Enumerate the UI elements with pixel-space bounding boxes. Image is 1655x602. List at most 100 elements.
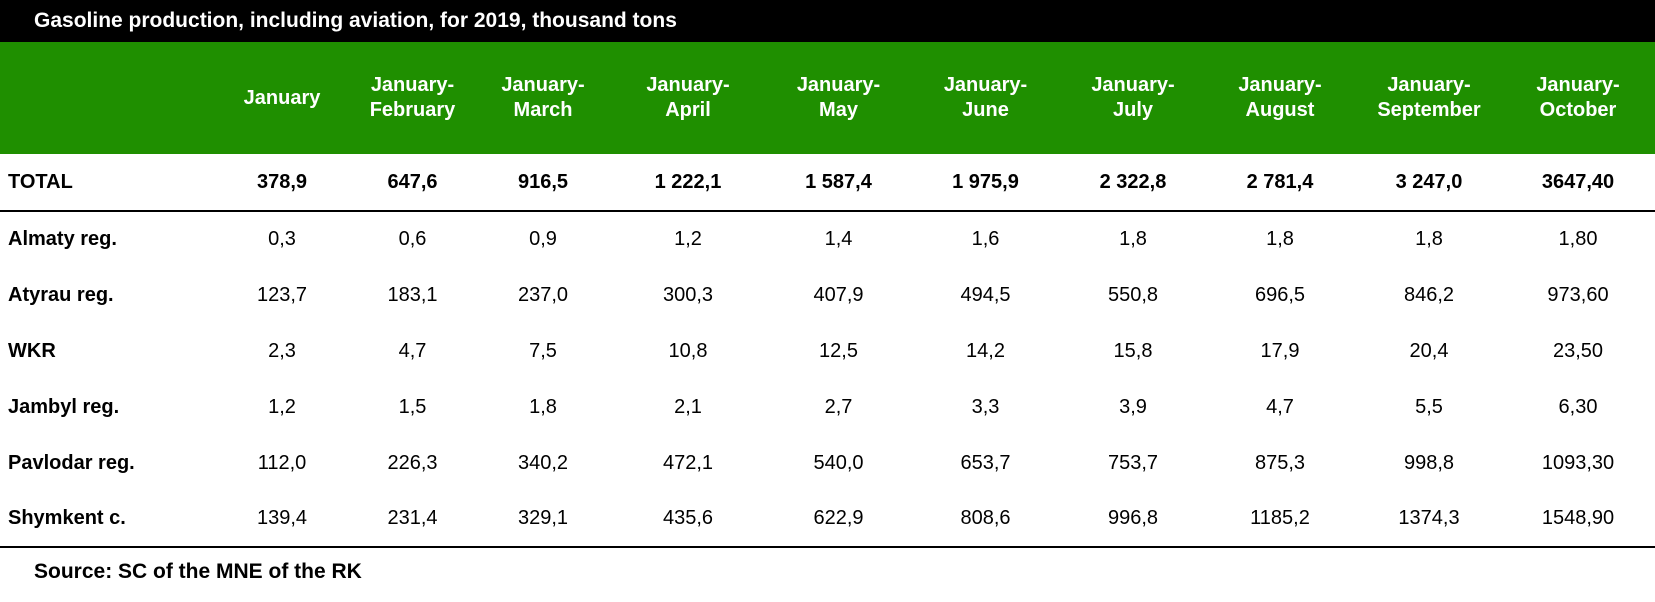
table-cell: 916,5 — [517, 170, 569, 193]
column-header-jan-aug: January- August — [1238, 74, 1322, 121]
table-header-row: January January- February January- March… — [0, 42, 1655, 154]
table-cell: 0,6 — [398, 228, 427, 250]
table-cell: 622,9 — [813, 507, 864, 529]
table-cell: 340,2 — [517, 451, 569, 474]
row-label: Almaty reg. — [8, 228, 117, 250]
table-cell: 3,3 — [971, 395, 1000, 418]
table-cell: 846,2 — [1403, 283, 1455, 306]
table-cell: 1 587,4 — [805, 170, 872, 193]
table-cell: 647,6 — [387, 170, 438, 193]
row-label: TOTAL — [8, 170, 73, 193]
table-cell: 1185,2 — [1250, 507, 1310, 529]
table-cell: 231,4 — [387, 507, 438, 529]
table-cell: 1093,30 — [1541, 451, 1615, 474]
table-cell: 15,8 — [1113, 339, 1153, 362]
table-cell: 1,8 — [529, 395, 557, 418]
table-title: Gasoline production, including aviation,… — [0, 0, 1655, 42]
table-cell: 973,60 — [1547, 283, 1609, 306]
source-note: Source: SC of the MNE of the RK — [34, 560, 362, 583]
table-cell: 540,0 — [813, 451, 864, 474]
table-cell: 1374,3 — [1398, 507, 1460, 529]
table-cell: 407,9 — [813, 283, 864, 306]
table-cell: 20,4 — [1409, 339, 1449, 362]
table-cell: 23,50 — [1552, 339, 1604, 362]
column-header-jan-oct: January- October — [1536, 74, 1620, 121]
table-cell: 472,1 — [662, 451, 714, 474]
table-cell: 550,8 — [1107, 283, 1159, 306]
table-cell: 4,7 — [398, 339, 427, 362]
table-cell: 2,1 — [674, 395, 702, 418]
table-cell: 1 222,1 — [654, 170, 722, 193]
table-row: WKR 2,3 4,7 7,5 10,8 12,5 14,2 15,8 17,9… — [0, 323, 1655, 379]
table-cell: 1,8 — [1119, 228, 1147, 250]
table-cell: 1,8 — [1266, 228, 1294, 250]
table-cell: 5,5 — [1415, 395, 1443, 418]
column-header-january: January — [243, 86, 321, 109]
table-cell: 300,3 — [662, 283, 714, 306]
table-cell: 875,3 — [1254, 451, 1306, 474]
table-cell: 808,6 — [960, 507, 1011, 529]
row-label: Jambyl reg. — [8, 395, 120, 418]
table-cell: 2,3 — [268, 339, 296, 362]
row-label: Atyrau reg. — [8, 283, 114, 306]
table-cell: 329,1 — [517, 507, 569, 529]
column-header-jan-jul: January- July — [1091, 74, 1175, 121]
table-row: Pavlodar reg. 112,0 226,3 340,2 472,1 54… — [0, 435, 1655, 491]
table-cell: 0,9 — [529, 228, 557, 250]
row-label: Shymkent c. — [8, 507, 126, 529]
row-label: Pavlodar reg. — [8, 451, 135, 474]
table-cell: 1 975,9 — [952, 170, 1019, 193]
table-cell: 494,5 — [960, 283, 1011, 306]
table-cell: 653,7 — [960, 451, 1011, 474]
table-cell: 998,8 — [1403, 451, 1455, 474]
table-row-total: TOTAL 378,9 647,6 916,5 1 222,1 1 587,4 … — [0, 154, 1655, 211]
column-header-jan-apr: January- April — [646, 74, 730, 121]
table-cell: 2,7 — [824, 395, 853, 418]
table-cell: 753,7 — [1107, 451, 1159, 474]
column-header-region — [0, 42, 218, 154]
production-table: January January- February January- March… — [0, 42, 1655, 548]
table-cell: 1,2 — [268, 395, 296, 418]
row-label: WKR — [8, 339, 56, 362]
table-row: Shymkent c. 139,4 231,4 329,1 435,6 622,… — [0, 491, 1655, 547]
table-cell: 183,1 — [387, 283, 438, 306]
table-cell: 4,7 — [1266, 395, 1294, 418]
table-cell: 3 247,0 — [1395, 170, 1463, 193]
table-cell: 17,9 — [1260, 339, 1300, 362]
column-header-jan-feb: January- February — [369, 74, 456, 121]
table-cell: 0,3 — [268, 228, 296, 250]
table-cell: 1,2 — [674, 228, 702, 250]
table-cell: 2 322,8 — [1099, 170, 1167, 193]
table-cell: 378,9 — [256, 170, 308, 193]
table-cell: 1,4 — [824, 228, 853, 250]
table-cell: 996,8 — [1107, 507, 1159, 529]
table-cell: 3647,40 — [1541, 170, 1615, 193]
table-cell: 123,7 — [256, 283, 308, 306]
table-cell: 1,8 — [1415, 228, 1443, 250]
table-cell: 226,3 — [387, 451, 438, 474]
production-table-container: January January- February January- March… — [0, 42, 1655, 548]
column-header-jan-sep: January- September — [1377, 74, 1481, 121]
column-header-jan-may: January- May — [796, 74, 881, 121]
table-cell: 14,2 — [966, 339, 1005, 362]
table-cell: 6,30 — [1558, 395, 1598, 418]
table-row: Jambyl reg. 1,2 1,5 1,8 2,1 2,7 3,3 3,9 … — [0, 379, 1655, 435]
table-cell: 1,80 — [1558, 228, 1598, 250]
column-header-jan-jun: January- June — [943, 74, 1028, 121]
table-cell: 1,5 — [398, 395, 427, 418]
table-cell: 1,6 — [971, 228, 1000, 250]
table-row: Atyrau reg. 123,7 183,1 237,0 300,3 407,… — [0, 267, 1655, 323]
column-header-jan-mar: January- March — [501, 74, 585, 121]
table-cell: 237,0 — [517, 283, 569, 306]
table-cell: 7,5 — [529, 339, 557, 362]
table-cell: 10,8 — [668, 339, 708, 362]
table-cell: 1548,90 — [1541, 507, 1615, 529]
table-cell: 696,5 — [1254, 283, 1306, 306]
table-row: Almaty reg. 0,3 0,6 0,9 1,2 1,4 1,6 1,8 … — [0, 211, 1655, 267]
table-cell: 3,9 — [1119, 395, 1147, 418]
table-cell: 139,4 — [256, 507, 308, 529]
table-cell: 2 781,4 — [1246, 170, 1314, 193]
table-cell: 12,5 — [819, 339, 858, 362]
table-cell: 435,6 — [662, 507, 714, 529]
table-cell: 112,0 — [257, 451, 307, 474]
